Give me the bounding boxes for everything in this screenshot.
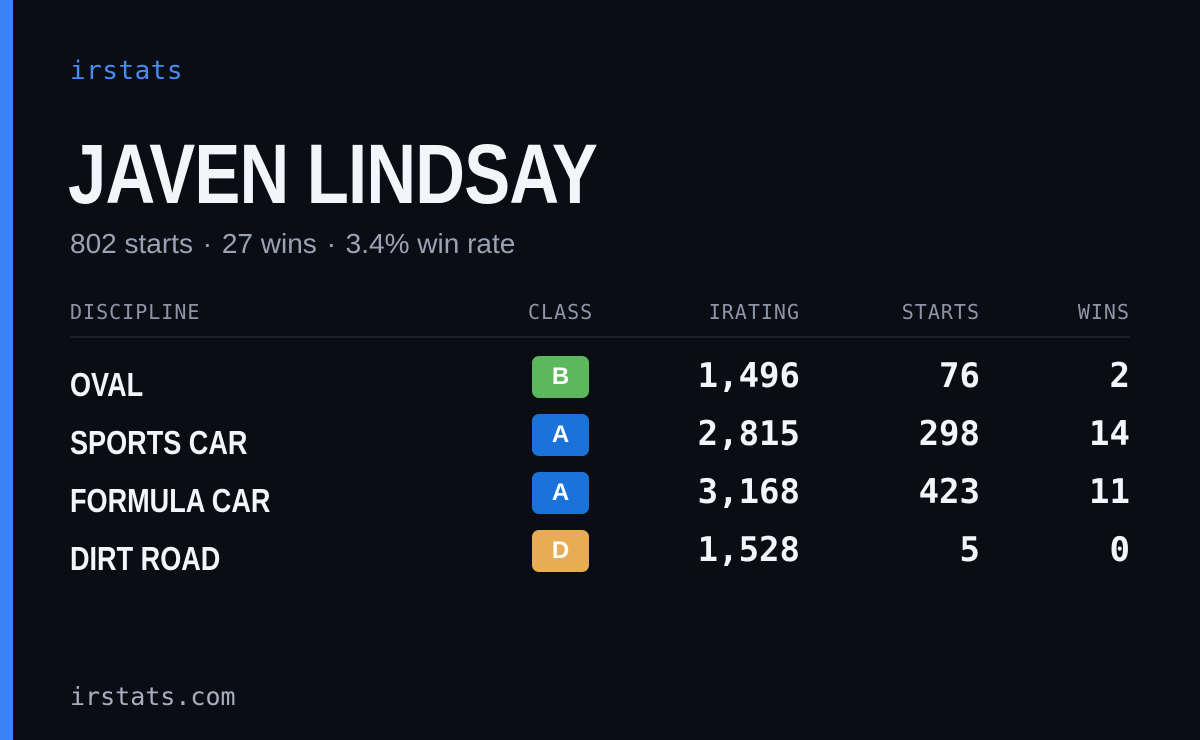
header-class: CLASS	[528, 300, 594, 324]
table-row: FORMULA CAR A 3,168 423 11	[70, 470, 1130, 528]
table-header: DISCIPLINE CLASS IRATING STARTS WINS	[70, 298, 1130, 338]
player-summary: 802 starts · 27 wins · 3.4% win rate	[70, 228, 515, 260]
footer-url: irstats.com	[70, 682, 236, 711]
header-wins: WINS	[1077, 300, 1130, 324]
irating-value: 3,168	[697, 472, 800, 512]
summary-separator: ·	[202, 228, 213, 259]
wins-value: 2	[1109, 356, 1130, 396]
irating-value: 1,496	[697, 356, 800, 396]
class-badge: A	[532, 414, 589, 456]
table-body: OVAL B 1,496 76 2 SPORTS CAR A 2,815 298…	[70, 338, 1130, 586]
wins-value: 11	[1089, 472, 1130, 512]
header-starts: STARTS	[901, 300, 980, 324]
class-badge: A	[532, 472, 589, 514]
wins-value: 0	[1109, 530, 1130, 570]
starts-value: 5	[959, 530, 980, 570]
class-badge: B	[532, 356, 589, 398]
summary-starts: 802 starts	[70, 228, 193, 259]
starts-value: 423	[918, 472, 980, 512]
irating-value: 1,528	[697, 530, 800, 570]
player-name: JAVEN LINDSAY	[68, 127, 598, 221]
discipline-name: OVAL	[70, 366, 144, 403]
summary-win-rate: 3.4% win rate	[345, 228, 516, 259]
discipline-name: FORMULA CAR	[70, 482, 271, 519]
class-badge: D	[532, 530, 589, 572]
header-discipline: DISCIPLINE	[70, 300, 201, 324]
starts-value: 76	[939, 356, 980, 396]
discipline-name: DIRT ROAD	[70, 540, 221, 577]
summary-separator: ·	[326, 228, 336, 259]
stats-table: DISCIPLINE CLASS IRATING STARTS WINS OVA…	[70, 298, 1130, 586]
starts-value: 298	[918, 414, 980, 454]
summary-wins: 27 wins	[221, 228, 317, 259]
table-row: OVAL B 1,496 76 2	[70, 354, 1130, 412]
table-row: DIRT ROAD D 1,528 5 0	[70, 528, 1130, 586]
accent-bar	[0, 0, 13, 740]
wins-value: 14	[1089, 414, 1130, 454]
discipline-name: SPORTS CAR	[70, 424, 248, 461]
irating-value: 2,815	[697, 414, 800, 454]
brand-logo-text: irstats	[70, 56, 184, 86]
header-irating: IRATING	[708, 300, 800, 324]
table-row: SPORTS CAR A 2,815 298 14	[70, 412, 1130, 470]
